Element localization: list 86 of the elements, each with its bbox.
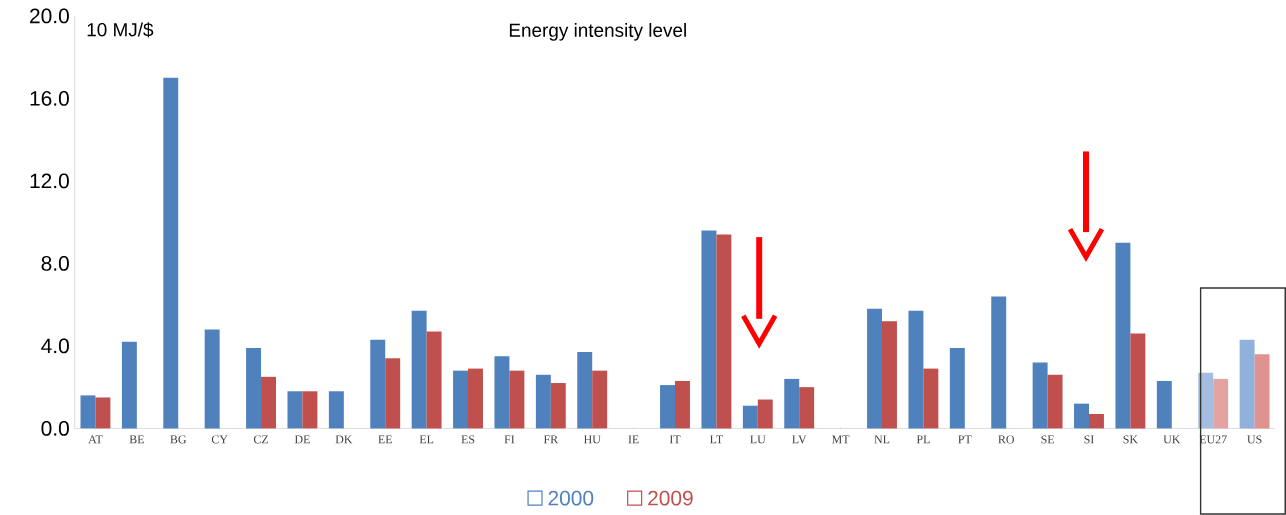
bar <box>1239 339 1255 429</box>
x-tick-label: BE <box>129 435 144 444</box>
bar <box>1047 374 1063 429</box>
y-tick-label: 0.0 <box>41 420 69 436</box>
bar <box>1213 378 1229 429</box>
bar <box>716 234 732 429</box>
bar <box>592 370 608 429</box>
x-tick-label: ES <box>461 435 475 444</box>
x-tick-label: PT <box>958 435 972 444</box>
bar <box>468 368 483 429</box>
bar <box>385 358 401 429</box>
x-tick-label: FR <box>543 435 559 444</box>
bar <box>287 391 303 429</box>
bar <box>923 368 939 429</box>
bar <box>261 376 276 429</box>
y-axis-title: 10 MJ/$ <box>87 22 154 38</box>
bar <box>701 230 717 429</box>
bar <box>426 331 442 429</box>
bar <box>1088 413 1104 429</box>
bar <box>453 370 469 429</box>
bar <box>577 352 593 429</box>
x-tick-label: NL <box>874 435 890 444</box>
x-tick-label: EE <box>378 435 392 444</box>
x-tick-label: PL <box>916 435 930 444</box>
x-tick-label: EL <box>419 435 434 444</box>
y-tick-label: 8.0 <box>41 255 69 271</box>
y-tick-label: 20.0 <box>30 8 69 24</box>
bar <box>991 296 1007 429</box>
bar <box>328 391 344 429</box>
bar <box>757 399 773 429</box>
bar <box>1074 403 1089 429</box>
bar <box>1032 362 1048 429</box>
bar <box>246 347 262 429</box>
bar <box>867 308 882 429</box>
x-tick-label: HU <box>583 435 601 444</box>
legend-label: 2009 <box>648 490 693 506</box>
bar <box>784 378 800 429</box>
bar <box>1115 242 1131 429</box>
bar <box>204 329 220 429</box>
x-tick-label: LU <box>750 435 766 444</box>
bar <box>550 383 566 429</box>
bar <box>675 380 690 429</box>
bar <box>949 347 965 429</box>
x-tick-label: RO <box>998 435 1014 444</box>
x-tick-label: IT <box>669 435 681 444</box>
bar <box>882 321 897 429</box>
x-tick-label: CZ <box>253 435 269 444</box>
x-tick-label: BG <box>170 435 187 444</box>
x-tick-label: EU27 <box>1199 435 1227 444</box>
x-tick-label: LV <box>792 435 807 444</box>
bar <box>1130 333 1146 429</box>
bar <box>80 395 96 429</box>
y-tick-label: 12.0 <box>30 173 69 189</box>
x-tick-label: CY <box>211 435 228 444</box>
bar <box>660 385 676 429</box>
x-tick-label: SK <box>1123 435 1138 444</box>
bar <box>1198 372 1214 429</box>
x-tick-label: SE <box>1041 435 1054 444</box>
bar <box>494 356 510 429</box>
bar <box>121 341 137 429</box>
bar <box>908 310 924 429</box>
bar <box>742 405 758 429</box>
y-tick-label: 4.0 <box>41 338 69 354</box>
bar <box>302 391 318 429</box>
bar <box>799 387 815 429</box>
legend-label: 2000 <box>548 490 594 506</box>
bar <box>163 77 179 429</box>
x-tick-label: IE <box>628 435 639 444</box>
x-tick-label: SI <box>1084 435 1094 444</box>
y-tick-label: 16.0 <box>30 90 69 106</box>
bar <box>411 310 427 429</box>
x-tick-label: DE <box>294 435 310 444</box>
x-tick-label: LT <box>710 435 723 444</box>
x-tick-label: UK <box>1163 435 1181 444</box>
bar <box>1254 354 1270 429</box>
x-tick-label: US <box>1247 435 1262 444</box>
chart-title: Energy intensity level <box>509 23 686 41</box>
x-tick-label: AT <box>88 435 103 444</box>
bar <box>95 397 111 429</box>
bar <box>535 374 551 429</box>
x-tick-label: FI <box>504 435 515 444</box>
bar <box>370 339 386 429</box>
x-tick-label: MT <box>831 435 850 444</box>
bar <box>509 370 525 429</box>
bar <box>1156 380 1172 429</box>
x-tick-label: DK <box>335 435 353 444</box>
